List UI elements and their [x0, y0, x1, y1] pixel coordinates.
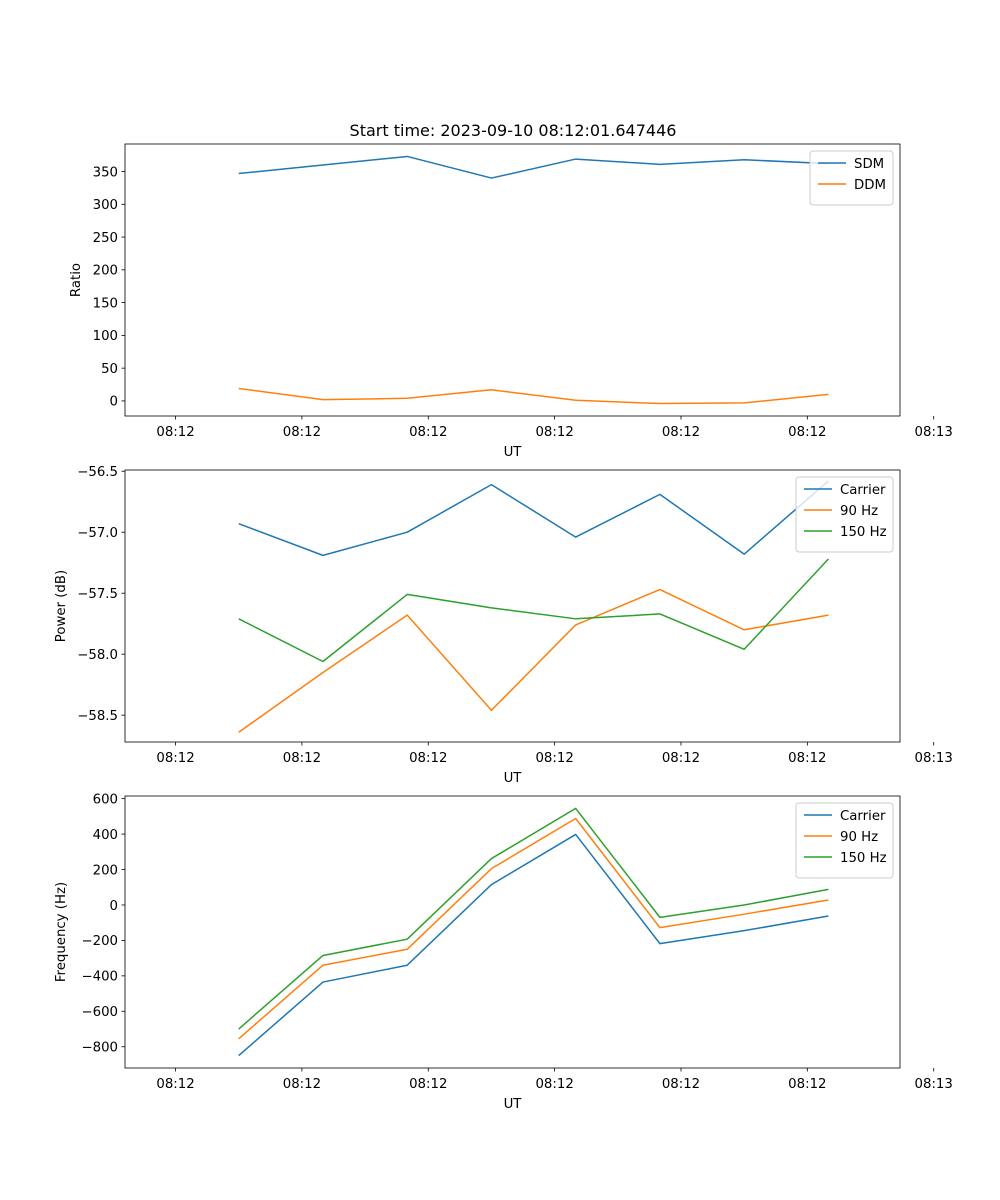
- figure-title: Start time: 2023-09-10 08:12:01.647446: [350, 121, 677, 140]
- y-tick-label: 100: [93, 329, 118, 344]
- x-tick-label: 08:12: [535, 425, 573, 440]
- panel-2: 08:12 08:12 08:12 08:12 08:12 08:12 08:13 −56.5…: [54, 465, 953, 786]
- series-line-carrier: [238, 480, 829, 557]
- y-tick-label: 50: [101, 362, 118, 377]
- panel-3: 08:12 08:12 08:12 08:12 08:12 08:12 08:13 600 40…: [54, 792, 953, 1112]
- series-line-90-hz: [238, 588, 829, 733]
- x-tick-label: 08:12: [662, 1077, 700, 1092]
- x-tick-label: 08:12: [283, 751, 321, 766]
- series-line-ddm: [238, 387, 829, 405]
- legend-box: [809, 150, 894, 206]
- series-line-sdm: [238, 155, 829, 179]
- x-tick-label: 08:12: [409, 751, 447, 766]
- x-tick-label: 08:12: [156, 425, 194, 440]
- x-tick-label: 08:12: [788, 425, 826, 440]
- legend-label-90-hz: 90 Hz: [840, 830, 878, 845]
- y-tick-label: −800: [81, 1041, 118, 1056]
- series-line-150-hz: [238, 558, 829, 663]
- y-tick-label: −57.5: [77, 587, 118, 602]
- x-tick-label: 08:12: [788, 751, 826, 766]
- y-axis-label: Ratio: [69, 263, 84, 297]
- y-tick-label: 200: [93, 264, 118, 279]
- x-tick-label: 08:12: [409, 1077, 447, 1092]
- y-tick-label: 0: [110, 395, 118, 410]
- legend-label-90-hz: 90 Hz: [840, 504, 878, 519]
- y-tick-label: 350: [93, 165, 118, 180]
- y-tick-label: −200: [81, 934, 118, 949]
- y-tick-label: −600: [81, 1005, 118, 1020]
- y-tick-label: 0: [110, 899, 118, 914]
- y-tick-label: −58.0: [77, 648, 118, 663]
- legend-label-ddm: DDM: [854, 178, 886, 193]
- panel-1: 08:12 08:12 08:12 08:12 08:12 08:12 08:13 0 50 10…: [69, 143, 953, 460]
- panels: 08:12 08:12 08:12 08:12 08:12 08:12 08:13 0 50 10…: [54, 143, 953, 1112]
- legend-label-150-hz: 150 Hz: [840, 851, 887, 866]
- x-tick-label: 08:12: [409, 425, 447, 440]
- y-tick-label: 400: [93, 828, 118, 843]
- y-tick-label: 250: [93, 231, 118, 246]
- x-tick-label: 08:13: [915, 1077, 953, 1092]
- series-line-150-hz: [238, 807, 829, 1030]
- legend-box: [795, 476, 894, 553]
- x-tick-label: 08:12: [156, 751, 194, 766]
- x-tick-label: 08:13: [915, 425, 953, 440]
- legend-label-carrier: Carrier: [840, 483, 886, 498]
- legend: SDM DDM: [809, 150, 894, 206]
- x-tick-label: 08:12: [535, 751, 573, 766]
- legend-label-150-hz: 150 Hz: [840, 525, 887, 540]
- x-tick-label: 08:13: [915, 751, 953, 766]
- y-tick-label: −58.5: [77, 709, 118, 724]
- x-tick-label: 08:12: [283, 425, 321, 440]
- legend-label-carrier: Carrier: [840, 809, 886, 824]
- axes-frame: [124, 795, 901, 1069]
- legend-box: [795, 802, 894, 879]
- y-tick-label: −400: [81, 970, 118, 985]
- legend: Carrier 90 Hz 150 Hz: [795, 802, 894, 879]
- y-tick-label: 600: [93, 792, 118, 807]
- x-tick-label: 08:12: [788, 1077, 826, 1092]
- y-tick-label: 150: [93, 296, 118, 311]
- x-tick-label: 08:12: [283, 1077, 321, 1092]
- x-tick-label: 08:12: [662, 425, 700, 440]
- y-tick-label: 300: [93, 198, 118, 213]
- axes-frame: [124, 469, 901, 743]
- x-tick-label: 08:12: [535, 1077, 573, 1092]
- series-line-carrier: [238, 833, 829, 1057]
- y-axis-label: Power (dB): [54, 570, 69, 642]
- x-axis-label: UT: [504, 771, 523, 786]
- x-tick-label: 08:12: [662, 751, 700, 766]
- legend-label-sdm: SDM: [854, 157, 884, 172]
- y-axis-label: Frequency (Hz): [54, 882, 69, 982]
- y-tick-label: −56.5: [77, 465, 118, 480]
- y-tick-label: −57.0: [77, 526, 118, 541]
- series-line-90-hz: [238, 817, 829, 1040]
- x-axis-label: UT: [504, 445, 523, 460]
- axes-frame: [124, 143, 901, 417]
- x-axis-label: UT: [504, 1097, 523, 1112]
- y-tick-label: 200: [93, 863, 118, 878]
- x-tick-label: 08:12: [156, 1077, 194, 1092]
- legend: Carrier 90 Hz 150 Hz: [795, 476, 894, 553]
